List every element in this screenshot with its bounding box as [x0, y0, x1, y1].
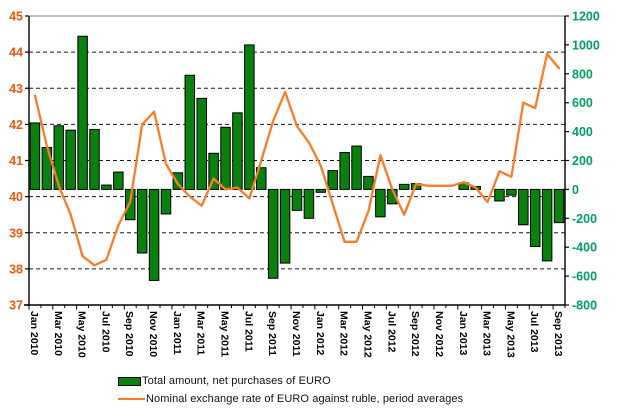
- left-axis-label: 42: [9, 118, 23, 132]
- bar-Sep-2010: [124, 188, 136, 221]
- x-axis-label: Jan 2013: [457, 311, 469, 356]
- bar-Oct-2010: [136, 188, 148, 254]
- right-axis-label: 0: [572, 183, 579, 197]
- right-axis-label: 600: [572, 96, 593, 110]
- right-axis-label: 400: [572, 125, 593, 139]
- x-axis-label: Nov 2012: [433, 311, 445, 357]
- bar-Mar-2012: [339, 152, 350, 190]
- x-axis-label: Jan 2010: [28, 311, 40, 356]
- left-axis-label: 43: [9, 82, 23, 96]
- bar-Jul-2013: [529, 188, 541, 247]
- bar-May-2011: [220, 126, 231, 190]
- bar-Jun-2012: [375, 188, 386, 218]
- left-axis-label: 44: [9, 46, 23, 60]
- bar-Aug-2012: [398, 183, 410, 190]
- x-axis-label: Jan 2011: [171, 311, 183, 355]
- bar-Jan-2012: [315, 188, 327, 193]
- line-series-swatch-icon: [118, 398, 145, 400]
- bar-Jun-2010: [89, 128, 100, 190]
- x-axis-label: Jul 2010: [99, 311, 111, 353]
- bar-Apr-2010: [65, 129, 76, 190]
- bar-Jan-2011: [172, 172, 184, 190]
- x-axis-label: Sep 2012: [409, 311, 421, 357]
- legend-item-line: Nominal exchange rate of EURO against ru…: [118, 390, 463, 408]
- left-axis-label: 41: [9, 154, 23, 168]
- left-axis-label: 40: [9, 190, 23, 204]
- legend-label-line: Nominal exchange rate of EURO against ru…: [146, 393, 464, 405]
- right-axis-label: 1200: [572, 10, 600, 24]
- x-axis-label: Jul 2012: [385, 311, 397, 353]
- x-axis-label: May 2011: [219, 311, 231, 357]
- legend: Total amount, net purchases of EURO Nomi…: [118, 372, 463, 408]
- bar-Apr-2013: [494, 188, 505, 202]
- bar-Apr-2012: [351, 145, 362, 190]
- bar-Apr-2011: [208, 152, 219, 190]
- left-axis-label: 39: [9, 226, 23, 240]
- bar-Dec-2011: [303, 188, 315, 219]
- x-axis-label: Jul 2013: [528, 311, 540, 353]
- x-axis-label: May 2013: [504, 311, 516, 358]
- right-axis-label: 1000: [572, 38, 600, 52]
- x-axis-label: Mar 2010: [52, 311, 64, 356]
- bar-May-2012: [363, 175, 374, 190]
- rate-line: [33, 52, 561, 267]
- left-axis-label: 38: [9, 262, 23, 276]
- bar-May-2013: [506, 188, 517, 196]
- bar-Jun-2011: [232, 112, 243, 190]
- x-axis-label: Sep 2010: [123, 311, 135, 357]
- bar-Aug-2013: [541, 188, 553, 262]
- right-axis-label: -400: [572, 241, 597, 255]
- bar-May-2010: [77, 35, 88, 190]
- right-axis-label: -600: [572, 270, 597, 284]
- x-axis-label: Nov 2010: [147, 311, 159, 357]
- bar-Jan-2010: [29, 122, 41, 190]
- right-axis-label: -200: [572, 212, 597, 226]
- bar-Mar-2010: [53, 125, 65, 190]
- bar-Jul-2011: [244, 44, 255, 190]
- x-axis-label: Sep 2013: [552, 311, 564, 357]
- x-axis-label: Nov 2011: [290, 311, 302, 357]
- x-axis-label: Jul 2011: [242, 311, 254, 352]
- bar-series-swatch-icon: [118, 376, 141, 386]
- bar-Oct-2011: [279, 188, 291, 264]
- bar-Mar-2011: [196, 97, 207, 190]
- right-axis-label: 200: [572, 154, 593, 168]
- bar-Nov-2011: [291, 188, 303, 211]
- right-axis-label: 800: [572, 67, 593, 81]
- bar-Jul-2010: [101, 184, 112, 190]
- x-axis-label: Mar 2011: [195, 311, 207, 356]
- bar-Dec-2010: [160, 188, 172, 215]
- legend-item-bars: Total amount, net purchases of EURO: [118, 372, 463, 390]
- x-axis-label: Mar 2013: [481, 311, 493, 356]
- bar-Nov-2010: [148, 188, 160, 281]
- x-axis-label: May 2012: [361, 311, 373, 358]
- legend-label-bars: Total amount, net purchases of EURO: [142, 375, 331, 387]
- left-axis-label: 45: [9, 10, 23, 24]
- x-axis-label: May 2010: [76, 311, 88, 358]
- x-axis-label: Sep 2011: [266, 311, 278, 356]
- bar-Jun-2013: [518, 188, 529, 226]
- right-axis-label: -800: [572, 299, 597, 313]
- x-axis-label: Mar 2012: [338, 311, 350, 356]
- left-axis-label: 37: [9, 299, 23, 313]
- bar-Feb-2011: [184, 74, 196, 190]
- bar-Sep-2011: [267, 188, 279, 279]
- bar-Sep-2013: [553, 188, 565, 224]
- bar-Feb-2012: [327, 170, 338, 190]
- x-axis-label: Jan 2012: [314, 311, 326, 356]
- bar-Aug-2010: [113, 171, 124, 190]
